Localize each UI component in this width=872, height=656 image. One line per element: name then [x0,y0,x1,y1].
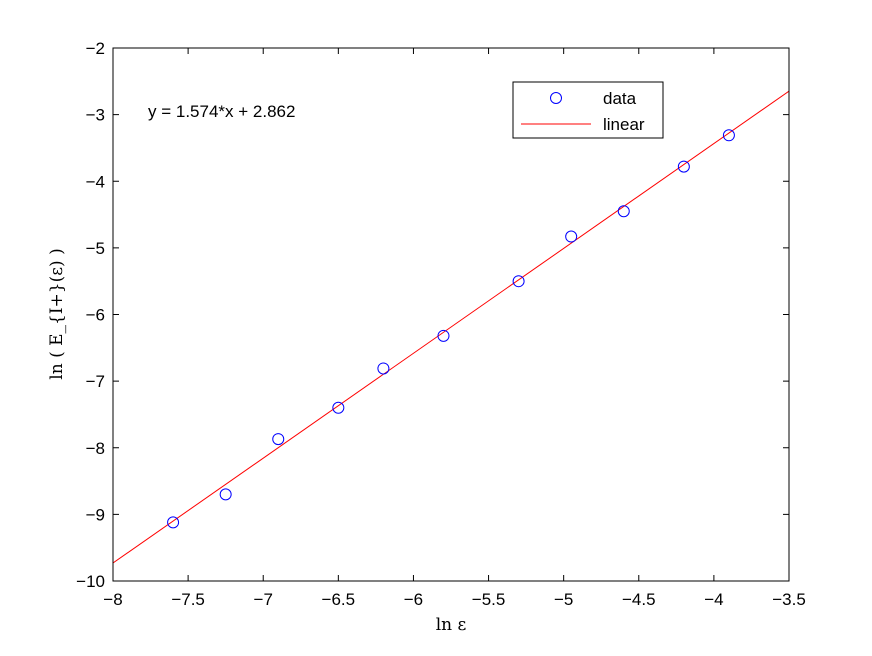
y-tick-label: −7 [86,372,105,391]
x-tick-label: −8 [103,590,122,609]
y-tick-label: −2 [86,39,105,58]
data-point [377,362,390,375]
legend: data linear [512,81,664,139]
data-point [512,275,525,288]
fit-line-group [113,90,789,564]
data-point [722,129,735,142]
x-tick-label: −4.5 [622,590,656,609]
data-point [219,488,232,501]
x-axis-label-text: ln ε [436,615,467,635]
data-point [677,160,690,173]
legend-label-linear: linear [603,115,645,134]
legend-data-marker [550,92,562,104]
x-tick-label: −4 [704,590,723,609]
data-point [332,401,345,414]
legend-label-data: data [603,89,637,108]
data-point [617,205,630,218]
x-tick-label: −6.5 [322,590,356,609]
x-axis-label: ln ε [436,615,467,635]
fit-equation-annotation: y = 1.574*x + 2.862 [148,102,295,121]
plot-area [113,48,789,581]
x-tick-label: −5.5 [472,590,506,609]
y-tick-label: −9 [86,505,105,524]
legend-box [512,81,664,139]
x-tick-label: −5 [554,590,573,609]
x-tick-label: −7.5 [171,590,205,609]
y-tick-label: −5 [86,239,105,258]
linear-fit-line [113,90,789,564]
y-tick-label: −8 [86,439,105,458]
y-axis-label: ln ( E_{I+}(ε) ) [47,248,67,379]
data-markers [167,129,735,529]
y-tick-label: −3 [86,106,105,125]
x-axis-ticks: −8 −7.5 −7 −6.5 −6 −5.5 −5 −4.5 −4 −3.5 [103,48,806,609]
y-tick-label: −10 [76,572,105,591]
x-tick-label: −3.5 [772,590,806,609]
y-axis-ticks: −10 −9 −8 −7 −6 −5 −4 −3 −2 [76,39,789,591]
data-point [272,433,285,446]
x-tick-label: −7 [254,590,273,609]
data-point [167,516,180,529]
x-tick-label: −6 [404,590,423,609]
y-tick-label: −6 [86,306,105,325]
data-point [565,230,578,243]
data-point [437,329,450,342]
y-axis-label-text: ln ( E_{I+}(ε) ) [47,248,67,379]
y-tick-label: −4 [86,172,105,191]
